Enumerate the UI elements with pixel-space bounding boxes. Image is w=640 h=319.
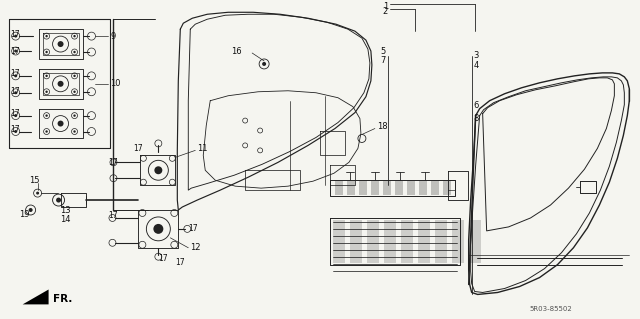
Polygon shape <box>395 181 403 195</box>
Polygon shape <box>401 220 413 263</box>
Circle shape <box>58 81 63 87</box>
Polygon shape <box>431 181 439 195</box>
Text: 17: 17 <box>188 224 198 234</box>
Circle shape <box>45 35 48 37</box>
Polygon shape <box>383 181 391 195</box>
Text: 5R03-85502: 5R03-85502 <box>529 306 572 312</box>
Polygon shape <box>350 220 362 263</box>
Text: 17: 17 <box>11 69 20 78</box>
Text: 12: 12 <box>190 243 201 252</box>
Text: 19: 19 <box>19 211 29 219</box>
Circle shape <box>29 208 33 212</box>
Polygon shape <box>333 220 345 263</box>
Circle shape <box>74 51 76 53</box>
Text: 16: 16 <box>232 47 242 56</box>
Text: 17: 17 <box>11 87 20 96</box>
Circle shape <box>154 224 163 234</box>
Circle shape <box>14 114 17 117</box>
Circle shape <box>262 62 266 66</box>
Text: 14: 14 <box>61 215 71 225</box>
Text: 17: 17 <box>11 47 20 56</box>
Polygon shape <box>359 181 367 195</box>
Text: FR.: FR. <box>52 294 72 304</box>
Text: 17: 17 <box>108 211 118 220</box>
Polygon shape <box>367 220 379 263</box>
Text: 6: 6 <box>474 101 479 110</box>
Circle shape <box>14 74 17 77</box>
Circle shape <box>45 51 48 53</box>
Polygon shape <box>371 181 379 195</box>
Circle shape <box>74 35 76 37</box>
Circle shape <box>36 192 39 195</box>
Polygon shape <box>443 181 451 195</box>
Text: 17: 17 <box>175 258 185 267</box>
Circle shape <box>74 130 76 133</box>
Text: 1: 1 <box>383 2 388 11</box>
Circle shape <box>154 166 163 174</box>
Circle shape <box>14 130 17 133</box>
Text: 15: 15 <box>29 176 39 185</box>
Circle shape <box>45 115 48 117</box>
Polygon shape <box>468 220 481 263</box>
Text: 10: 10 <box>111 79 121 88</box>
Polygon shape <box>347 181 355 195</box>
Text: 9: 9 <box>111 32 116 41</box>
Polygon shape <box>407 181 415 195</box>
Circle shape <box>14 91 17 94</box>
Text: 17: 17 <box>108 158 118 167</box>
Text: 3: 3 <box>474 51 479 61</box>
Circle shape <box>56 197 61 203</box>
Circle shape <box>74 75 76 77</box>
Circle shape <box>45 130 48 133</box>
Circle shape <box>58 121 63 127</box>
Text: 17: 17 <box>158 254 168 263</box>
Text: 17: 17 <box>11 125 20 134</box>
Polygon shape <box>418 220 430 263</box>
Text: 17: 17 <box>133 144 143 153</box>
Text: 5: 5 <box>381 47 386 56</box>
Text: 4: 4 <box>474 62 479 70</box>
Polygon shape <box>22 289 49 304</box>
Polygon shape <box>452 220 464 263</box>
Polygon shape <box>335 181 343 195</box>
Text: 18: 18 <box>377 122 387 131</box>
Circle shape <box>58 41 63 47</box>
Polygon shape <box>419 181 427 195</box>
Text: 8: 8 <box>474 114 479 123</box>
Polygon shape <box>435 220 447 263</box>
Text: 11: 11 <box>197 144 208 153</box>
Text: 17: 17 <box>11 30 20 39</box>
Polygon shape <box>384 220 396 263</box>
Text: 2: 2 <box>383 7 388 16</box>
Text: 7: 7 <box>381 56 386 65</box>
Circle shape <box>14 35 17 38</box>
Text: 13: 13 <box>61 205 71 214</box>
Circle shape <box>74 115 76 117</box>
Circle shape <box>74 91 76 93</box>
Circle shape <box>45 91 48 93</box>
Circle shape <box>14 49 17 53</box>
Text: 17: 17 <box>11 109 20 118</box>
Circle shape <box>45 75 48 77</box>
